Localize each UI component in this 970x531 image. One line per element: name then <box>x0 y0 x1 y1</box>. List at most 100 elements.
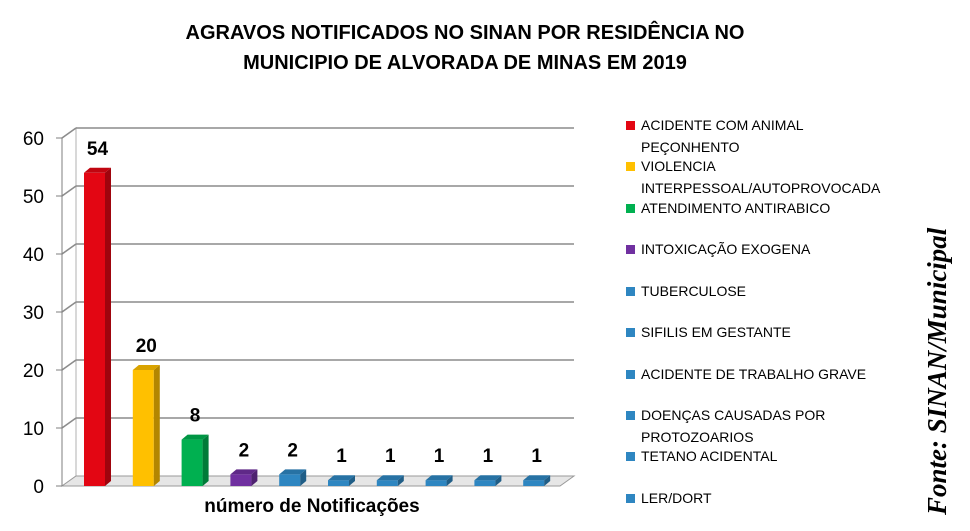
bar-front <box>230 474 252 486</box>
bar <box>230 469 258 486</box>
legend-label: LER/DORT <box>641 490 712 506</box>
bar-top <box>181 434 209 440</box>
bar <box>425 475 453 486</box>
bar-front <box>425 480 447 486</box>
y-tick-label: 50 <box>23 187 44 208</box>
legend-item: SIFILIS EM GESTANTE <box>626 321 916 343</box>
gridline-diagonal <box>61 417 77 429</box>
bar-front <box>376 480 398 486</box>
bar <box>84 167 111 487</box>
bar-top <box>84 167 111 173</box>
bar <box>279 469 307 486</box>
bar-side <box>251 469 258 486</box>
gridline-diagonal <box>61 185 77 197</box>
legend-label: DOENÇAS CAUSADAS POR PROTOZOARIOS <box>641 407 826 445</box>
chart-title-line-1: AGRAVOS NOTIFICADOS NO SINAN POR RESIDÊN… <box>185 22 745 44</box>
legend-swatch <box>626 370 635 379</box>
bar-side <box>105 167 111 487</box>
gridline-diagonal <box>61 127 77 139</box>
bar-side <box>397 475 404 486</box>
bar-top <box>376 475 404 481</box>
legend-swatch <box>626 245 635 254</box>
bar <box>523 475 551 486</box>
bar-top <box>279 469 307 475</box>
y-tick-label: 60 <box>23 129 44 150</box>
data-label: 2 <box>239 440 250 461</box>
bar <box>328 475 355 486</box>
gridline-diagonal <box>61 301 77 313</box>
legend-label: ACIDENTE COM ANIMAL PEÇONHENTO <box>641 117 804 155</box>
bar-front <box>132 370 154 486</box>
bar-side <box>300 469 307 486</box>
chart-title: AGRAVOS NOTIFICADOS NO SINAN POR RESIDÊN… <box>0 18 930 78</box>
bar-side <box>495 475 502 486</box>
bar-top <box>230 469 258 475</box>
data-label: 1 <box>336 446 347 467</box>
y-tick-label: 0 <box>33 477 44 498</box>
bar-front <box>181 439 203 486</box>
data-label: 54 <box>87 139 109 160</box>
legend-label: VIOLENCIA INTERPESSOAL/AUTOPROVOCADA <box>641 158 881 196</box>
legend-swatch <box>626 411 635 420</box>
bar-side <box>446 475 453 486</box>
bar-front <box>328 480 349 486</box>
legend-label: SIFILIS EM GESTANTE <box>641 324 791 340</box>
data-label: 2 <box>287 440 298 461</box>
legend-swatch <box>626 287 635 296</box>
legend-item: VIOLENCIA INTERPESSOAL/AUTOPROVOCADA <box>626 155 916 199</box>
legend-label: TUBERCULOSE <box>641 283 747 299</box>
legend-item: ACIDENTE COM ANIMAL PEÇONHENTO <box>626 114 916 158</box>
bar-front <box>523 480 545 486</box>
x-axis-label: número de Notificações <box>204 496 419 517</box>
source-text: Fonte: SINAN/Municipal <box>922 227 952 515</box>
bar <box>181 434 209 486</box>
data-label: 8 <box>190 406 201 427</box>
legend-swatch <box>626 121 635 130</box>
legend-label: TETANO ACIDENTAL <box>641 448 778 464</box>
bar-front <box>279 474 301 486</box>
bar <box>474 475 502 486</box>
data-label: 1 <box>531 446 542 467</box>
data-label: 1 <box>385 446 396 467</box>
data-label: 1 <box>483 446 494 467</box>
y-tick-label: 10 <box>23 419 44 440</box>
bar <box>376 475 404 486</box>
legend-swatch <box>626 162 635 171</box>
y-tick-label: 30 <box>23 303 44 324</box>
bar-side <box>153 365 160 486</box>
data-label: 1 <box>434 446 445 467</box>
legend-item: LER/DORT <box>626 487 916 509</box>
bar-front <box>474 480 496 486</box>
source-note: Fonte: SINAN/Municipal <box>918 170 968 520</box>
legend-item: TUBERCULOSE <box>626 280 916 302</box>
y-tick-label: 40 <box>23 245 44 266</box>
legend-item: DOENÇAS CAUSADAS POR PROTOZOARIOS <box>626 404 916 448</box>
legend-item: TETANO ACIDENTAL <box>626 445 916 467</box>
legend-label: ACIDENTE DE TRABALHO GRAVE <box>641 366 867 382</box>
bar-side <box>349 475 355 486</box>
legend-swatch <box>626 204 635 213</box>
gridline-diagonal <box>61 359 77 371</box>
bar-side <box>202 434 209 486</box>
bar-top <box>132 365 160 370</box>
legend-swatch <box>626 328 635 337</box>
legend-item: INTOXICAÇÃO EXOGENA <box>626 238 916 260</box>
chart-title-line-2: MUNICIPIO DE ALVORADA DE MINAS EM 2019 <box>243 52 687 74</box>
legend-label: ATENDIMENTO ANTIRABICO <box>641 200 831 216</box>
bar-side <box>544 475 551 486</box>
legend-item: ATENDIMENTO ANTIRABICO <box>626 197 916 219</box>
bar <box>132 365 160 486</box>
bar-top <box>328 475 355 481</box>
bar-front <box>84 172 105 487</box>
legend-swatch <box>626 452 635 461</box>
legend-item: ACIDENTE DE TRABALHO GRAVE <box>626 363 916 385</box>
data-label: 20 <box>136 336 157 357</box>
legend-swatch <box>626 494 635 503</box>
bar-top <box>523 475 551 481</box>
bar-top <box>425 475 453 481</box>
gridline-diagonal <box>61 243 77 255</box>
legend-label: INTOXICAÇÃO EXOGENA <box>641 241 811 257</box>
bar-top <box>474 475 502 481</box>
y-tick-label: 20 <box>23 361 44 382</box>
